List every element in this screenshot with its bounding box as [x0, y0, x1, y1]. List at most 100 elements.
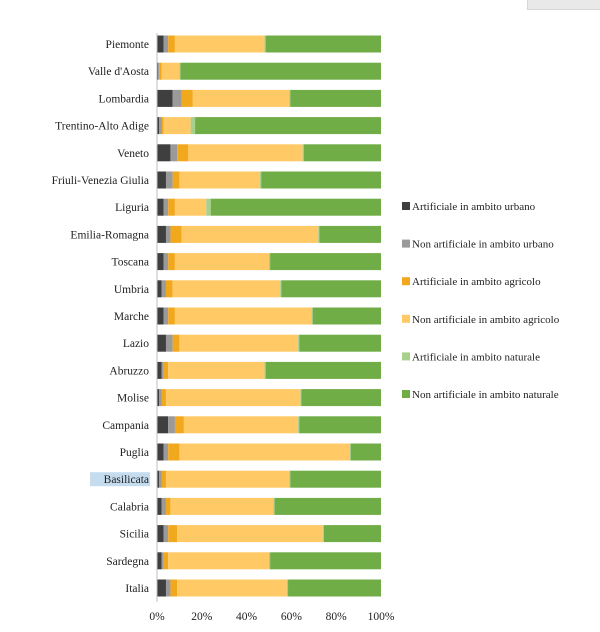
bar-segment-marche-s0: [157, 307, 164, 325]
bar-segment-piemonte-s5: [265, 35, 381, 53]
legend-label-5: Non artificiale in ambito naturale: [412, 389, 559, 401]
bar-segment-sicilia-s4: [322, 525, 324, 543]
category-label-marche: Marche: [114, 311, 149, 323]
category-label-sicilia: Sicilia: [120, 529, 149, 541]
bar-segment-basilicata-s2: [161, 470, 166, 488]
bar-segment-toscana-s4: [269, 253, 271, 271]
bar-segment-calabria-s0: [157, 497, 162, 515]
bar-segment-campania-s4: [298, 416, 300, 434]
bar-segment-calabria-s5: [274, 497, 381, 515]
bar-segment-abruzzo-s3: [168, 361, 265, 379]
x-tick-label-20: 20%: [191, 611, 213, 623]
legend-swatch-3: [402, 314, 410, 323]
bar-segment-veneto-s2: [177, 144, 189, 162]
bar-segment-abruzzo-s0: [157, 361, 162, 379]
bar-segment-abruzzo-s4: [264, 361, 266, 379]
bar-segment-valle-d-aosta-s0: [157, 62, 159, 80]
bar-segment-trentino-alto-adige-s2: [161, 117, 164, 135]
bar-segment-campania-s1: [168, 416, 175, 434]
bar-segment-emilia-romagna-s2: [170, 225, 182, 243]
category-label-veneto: Veneto: [117, 148, 149, 160]
bar-segment-emilia-romagna-s4: [318, 225, 320, 243]
bar-segment-trentino-alto-adige-s0: [157, 117, 160, 135]
legend-label-2: Artificiale in ambito agricolo: [412, 276, 541, 288]
bar-segment-lazio-s1: [165, 334, 173, 352]
bar-segment-lombardia-s2: [181, 89, 193, 107]
bar-segment-campania-s0: [157, 416, 169, 434]
bar-segment-sardegna-s4: [269, 552, 271, 570]
bar-segment-friuli-venezia-giulia-s3: [179, 171, 261, 189]
bar-segment-puglia-s1: [163, 443, 169, 461]
bar-segment-lazio-s0: [157, 334, 166, 352]
bar-segment-liguria-s2: [168, 198, 175, 216]
bar-segment-marche-s1: [163, 307, 169, 325]
bar-segment-sicilia-s3: [177, 525, 323, 543]
bar-segment-basilicata-s3: [165, 470, 290, 488]
bar-segment-molise-s3: [165, 389, 301, 407]
bar-segment-puglia-s3: [179, 443, 350, 461]
legend-swatch-0: [402, 202, 410, 210]
category-label-friuli-venezia-giulia: Friuli-Venezia Giulia: [52, 175, 149, 187]
bar-segment-piemonte-s2: [168, 35, 175, 53]
category-label-liguria: Liguria: [115, 202, 149, 214]
bar-segment-italia-s3: [177, 579, 287, 597]
bar-segment-lazio-s4: [298, 334, 300, 352]
bar-segment-veneto-s5: [303, 144, 381, 162]
bar-segment-valle-d-aosta-s3: [161, 62, 180, 80]
bar-segment-marche-s2: [168, 307, 175, 325]
category-label-trentino-alto-adige: Trentino-Alto Adige: [55, 121, 149, 133]
bar-segment-marche-s3: [174, 307, 312, 325]
category-label-molise: Molise: [117, 393, 149, 405]
bar-segment-valle-d-aosta-s4: [179, 62, 181, 80]
bar-segment-italia-s4: [286, 579, 289, 597]
bar-segment-umbria-s2: [165, 280, 173, 298]
x-tick-label-40: 40%: [236, 611, 258, 623]
bar-segment-friuli-venezia-giulia-s4: [260, 171, 262, 189]
category-label-piemonte: Piemonte: [106, 39, 149, 51]
bar-segment-marche-s4: [311, 307, 313, 325]
category-label-umbria: Umbria: [114, 284, 149, 296]
bar-segment-puglia-s5: [350, 443, 381, 461]
category-highlight: [90, 472, 150, 487]
x-tick-label-0: 0%: [149, 611, 165, 623]
bar-segment-abruzzo-s5: [265, 361, 381, 379]
bar-segment-italia-s1: [165, 579, 171, 597]
bar-segment-veneto-s3: [188, 144, 303, 162]
bar-segment-veneto-s4: [302, 144, 304, 162]
bar-segment-emilia-romagna-s1: [165, 225, 171, 243]
bar-segment-toscana-s2: [168, 253, 175, 271]
bar-segment-sicilia-s0: [157, 525, 164, 543]
bar-segment-liguria-s4: [206, 198, 211, 216]
bar-segment-italia-s2: [170, 579, 178, 597]
bar-segment-molise-s1: [159, 389, 162, 407]
bar-segment-lombardia-s0: [157, 89, 173, 107]
legend-label-3: Non artificiale in ambito agricolo: [412, 314, 560, 326]
bar-segment-toscana-s1: [163, 253, 169, 271]
legend-label-4: Artificiale in ambito naturale: [412, 351, 540, 363]
bar-segment-liguria-s3: [174, 198, 207, 216]
bar-segment-umbria-s5: [281, 280, 381, 298]
category-label-abruzzo: Abruzzo: [109, 365, 149, 377]
bar-segment-puglia-s4: [349, 443, 351, 461]
bar-segment-trentino-alto-adige-s4: [190, 117, 196, 135]
x-tick-label-60: 60%: [281, 611, 303, 623]
bar-segment-basilicata-s0: [157, 470, 160, 488]
bar-segment-sardegna-s0: [157, 552, 162, 570]
bar-segment-molise-s2: [161, 389, 166, 407]
bar-segment-sardegna-s1: [161, 552, 164, 570]
bar-segment-trentino-alto-adige-s1: [159, 117, 162, 135]
bar-segment-molise-s0: [157, 389, 160, 407]
category-label-lazio: Lazio: [123, 338, 149, 350]
bar-segment-piemonte-s3: [174, 35, 265, 53]
x-tick-label-80: 80%: [326, 611, 348, 623]
bar-segment-valle-d-aosta-s1: [158, 62, 160, 80]
bar-segment-sardegna-s5: [270, 552, 381, 570]
bar-segment-emilia-romagna-s3: [181, 225, 319, 243]
legend-swatch-2: [402, 277, 410, 286]
bar-segment-basilicata-s5: [290, 470, 381, 488]
bar-segment-liguria-s1: [163, 198, 169, 216]
bar-segment-veneto-s0: [157, 144, 171, 162]
legend-label-1: Non artificiale in ambito urbano: [412, 239, 554, 251]
category-label-basilicata: Basilicata: [104, 474, 149, 486]
